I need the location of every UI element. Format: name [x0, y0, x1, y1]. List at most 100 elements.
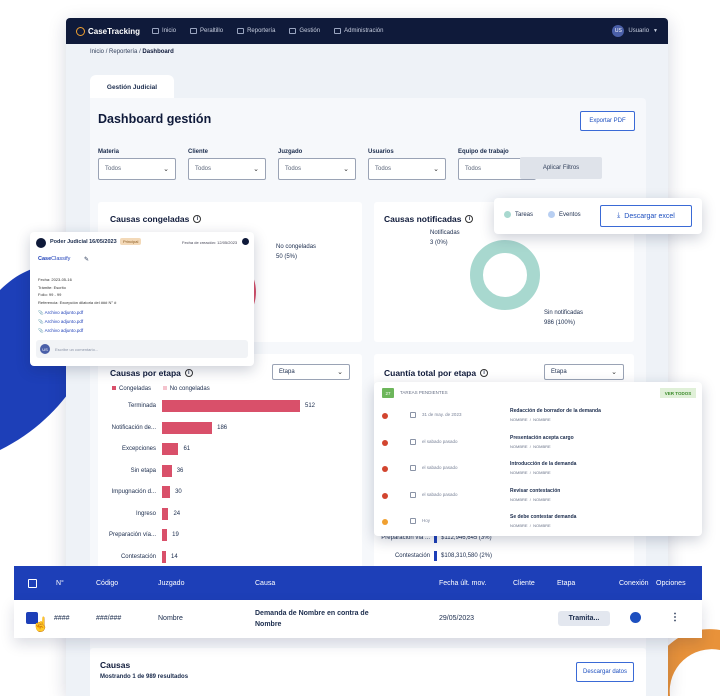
info-icon[interactable]: i — [184, 369, 193, 377]
bar[interactable] — [162, 486, 171, 498]
row-checkbox[interactable] — [26, 612, 38, 624]
card-title: Cuantía total por etapa i — [384, 368, 489, 378]
bar[interactable] — [162, 421, 213, 434]
breadcrumb-inicio[interactable]: Inicio — [90, 49, 105, 55]
cuantia-etapa-select[interactable]: Etapa ⌄ — [544, 364, 624, 380]
table-row[interactable]: ☝ #### ###/### Nombre Demanda de Nombre … — [14, 600, 702, 638]
caret-down-icon: ▼ — [653, 28, 658, 34]
download-icon: ⤓ — [617, 212, 621, 219]
export-pdf-button[interactable]: Exportar PDF — [580, 111, 635, 131]
poder-judicial-card: Poder Judicial 16/05/2023 Principal Fech… — [30, 232, 254, 366]
apply-filters-button[interactable]: Aplicar Filtros — [520, 157, 602, 179]
legend-tareas[interactable]: Tareas — [504, 211, 533, 218]
attachment-link[interactable]: 📎 Archivo adjunto.pdf — [38, 319, 84, 324]
bar[interactable] — [162, 443, 179, 455]
task-title: Presentación acepta cargo — [510, 434, 574, 441]
select-value: Todos — [285, 166, 302, 172]
task-item[interactable]: 31 de may. de 2023 Redacción de borrador … — [374, 404, 700, 430]
card-title-text: Cuantía total por etapa — [384, 368, 477, 378]
column-header-cliente[interactable]: Cliente — [513, 579, 535, 587]
task-item[interactable]: el sabado pasado Presentación acepta carg… — [374, 431, 700, 457]
juzgado-select[interactable]: Todos ⌄ — [278, 158, 356, 180]
calendar-icon — [410, 465, 416, 471]
task-date: Hoy — [422, 518, 431, 523]
folder-icon — [190, 28, 198, 34]
bar[interactable] — [162, 464, 172, 477]
court-icon — [36, 238, 46, 248]
card-title: Causas notificadas i — [384, 214, 474, 224]
comment-box[interactable]: US Escribe un comentario... — [36, 340, 248, 358]
select-value: Etapa — [551, 369, 567, 375]
column-header-conexion[interactable]: Conexión — [619, 579, 649, 587]
bar[interactable] — [162, 550, 166, 563]
bar-category-label: Excepciones — [121, 446, 156, 452]
user-menu[interactable]: US Usuario ▼ — [612, 25, 658, 37]
materia-select[interactable]: Todos ⌄ — [98, 158, 176, 180]
cliente-select[interactable]: Todos ⌄ — [188, 158, 266, 180]
breadcrumb-reporteria[interactable]: Reportería — [109, 49, 138, 55]
see-all-button[interactable]: VER TODOS — [660, 388, 696, 398]
bar-value-label: 24 — [173, 510, 181, 517]
column-header-juzgado[interactable]: Juzgado — [158, 579, 185, 587]
column-header-n[interactable]: N° — [56, 579, 64, 587]
nav-item-peraltillo[interactable]: Peraltillo — [190, 28, 223, 34]
legend-eventos[interactable]: Eventos — [548, 211, 581, 218]
column-header-fecha[interactable]: Fecha últ. mov. — [439, 579, 487, 587]
task-title: Redacción de borrador de la demanda — [510, 408, 601, 414]
tab-gestion-judicial[interactable]: Gestión Judicial — [90, 75, 174, 99]
etapa-select[interactable]: Etapa ⌄ — [272, 364, 350, 380]
legend-swatch — [504, 211, 511, 218]
task-status-dot — [382, 492, 388, 499]
page-title: Dashboard gestión — [98, 112, 212, 126]
no-congeladas-value: 50 (5%) — [276, 254, 298, 260]
legend-swatch — [548, 211, 555, 218]
nav-label: Reportería — [247, 28, 276, 34]
nav-item-administracion[interactable]: Administración — [334, 28, 383, 34]
bar-value-label: 19 — [172, 532, 179, 538]
bar[interactable] — [162, 529, 168, 541]
field-line: Referencia: Excepción dilatoria del ### … — [38, 299, 117, 305]
filter-label: Cliente — [188, 149, 209, 155]
column-header-codigo[interactable]: Código — [96, 579, 119, 587]
column-header-causa[interactable]: Causa — [255, 579, 276, 587]
download-excel-button[interactable]: ⤓ Descargar excel — [600, 205, 692, 227]
nav-label: Peraltillo — [200, 28, 224, 34]
column-header-opciones[interactable]: Opciones — [656, 579, 686, 587]
bar-row: Contestación 14 — [98, 550, 178, 563]
attachment-link[interactable]: 📎 Archivo adjunto.pdf — [38, 310, 84, 315]
nav-item-inicio[interactable]: Inicio — [152, 28, 176, 34]
cell-juzgado: Nombre — [158, 615, 183, 622]
info-icon[interactable] — [242, 238, 249, 245]
nav-item-gestion[interactable]: Gestión — [289, 28, 320, 34]
select-all-checkbox[interactable] — [28, 578, 37, 588]
edit-icon[interactable]: ✎ — [84, 257, 90, 263]
column-header-etapa[interactable]: Etapa — [557, 579, 576, 587]
bar[interactable] — [162, 507, 169, 520]
task-status-dot — [382, 519, 388, 525]
brand-part: Classify — [51, 256, 71, 262]
options-menu-icon[interactable]: ⋮ — [670, 612, 680, 623]
task-date: 31 de may. de 2023 — [422, 412, 462, 417]
info-icon[interactable]: i — [193, 215, 202, 223]
info-icon[interactable]: i — [480, 369, 489, 377]
task-item[interactable]: el sabado pasado Revisar contestación NOMB… — [374, 484, 700, 510]
chevron-down-icon: ⌄ — [253, 166, 259, 173]
filter-materia: Materia Todos ⌄ — [98, 149, 176, 180]
filter-juzgado: Juzgado Todos ⌄ — [278, 149, 356, 180]
info-icon[interactable]: i — [465, 215, 474, 223]
task-item[interactable]: Hoy Se debe contestar demanda NOMBRE / NOM… — [374, 510, 700, 536]
chevron-down-icon: ⌄ — [611, 369, 617, 376]
task-meta: NOMBRE / NOMBRE — [510, 417, 551, 422]
chevron-down-icon: ⌄ — [337, 369, 343, 376]
nav-label: Inicio — [162, 28, 177, 34]
attachment-link[interactable]: 📎 Archivo adjunto.pdf — [38, 328, 84, 333]
bar[interactable] — [162, 400, 300, 412]
brand-logo[interactable]: CaseTracking — [76, 26, 140, 36]
task-item[interactable]: el sabado pasado Introducción de la deman… — [374, 457, 700, 483]
usuarios-select[interactable]: Todos ⌄ — [368, 158, 446, 180]
report-icon — [237, 28, 245, 34]
nav-item-reporteria[interactable]: Reportería — [237, 28, 275, 34]
globe-icon[interactable] — [630, 612, 641, 623]
notificadas-value: 3 (0%) — [430, 240, 448, 246]
download-data-button[interactable]: Descargar datos — [576, 662, 634, 682]
